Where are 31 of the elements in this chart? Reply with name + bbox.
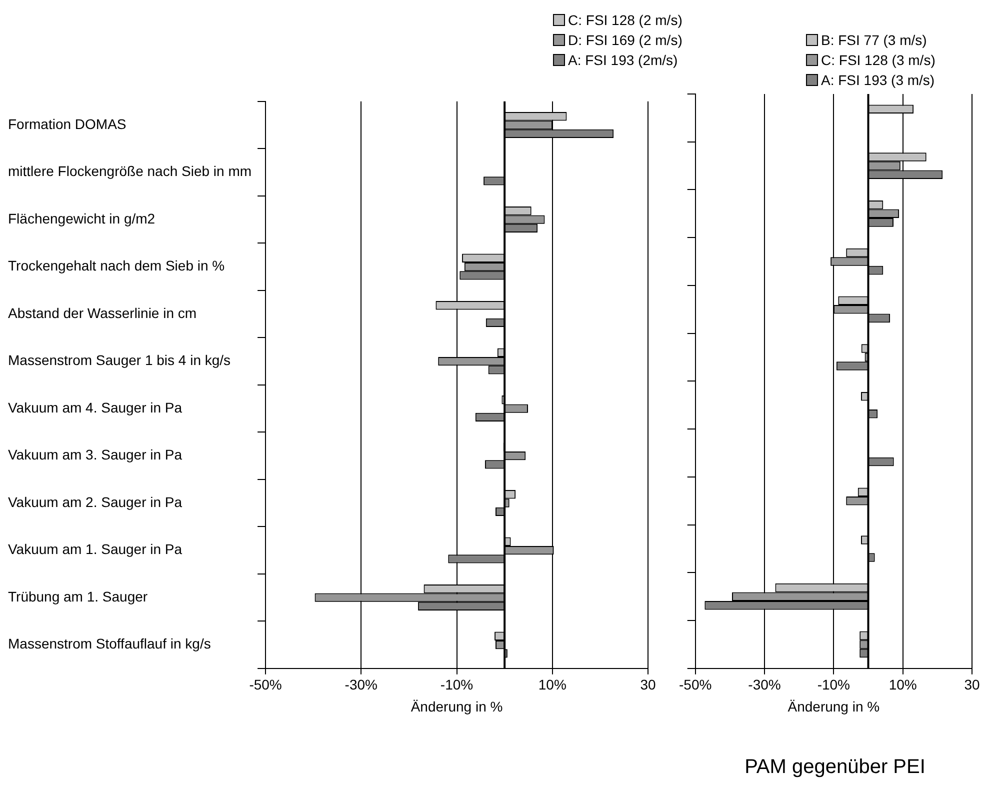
y-tick-label: Vakuum am 4. Sauger in Pa: [8, 399, 182, 416]
x-tick-label: -10%: [440, 676, 474, 693]
legend-label: B: FSI 77 (3 m/s): [821, 31, 927, 50]
x-tick-label: 10%: [538, 676, 566, 693]
text: PAM gegenüber PEI: [744, 756, 926, 779]
legend-label: A: FSI 193 (2m/s): [568, 51, 678, 70]
y-tick-label: Vakuum am 2. Sauger in Pa: [8, 494, 182, 510]
y-tick-label: Massenstrom Stoffauflauf in kg/s: [8, 636, 211, 652]
y-tick-label: Trübung am 1. Sauger: [8, 588, 148, 604]
x-tick-label: -10%: [817, 676, 850, 693]
x-tick-label: 30: [640, 676, 656, 693]
y-tick-label: Trockengehalt nach dem Sieb in %: [8, 258, 225, 274]
x-tick-label: -50%: [679, 676, 712, 693]
y-tick-label: Flächengewicht in g/m2: [8, 210, 156, 226]
x-axis-title: Änderung in %: [410, 698, 503, 714]
y-tick-label: Massenstrom Sauger 1 bis 4 in kg/s: [8, 352, 231, 368]
y-tick-label: Formation DOMAS: [8, 116, 126, 132]
x-tick-label: -50%: [249, 676, 282, 693]
legend-label: C: FSI 128 (2 m/s): [568, 11, 682, 30]
y-tick-label: Vakuum am 1. Sauger in Pa: [8, 541, 182, 558]
x-axis-title: Änderung in %: [788, 698, 880, 714]
y-tick-label: mittlere Flockengröße nach Sieb in mm: [8, 163, 252, 180]
y-tick-label: Vakuum am 3. Sauger in Pa: [8, 446, 182, 463]
x-tick-label: -30%: [344, 676, 378, 693]
x-tick-label: -30%: [748, 676, 781, 693]
legend-label: D: FSI 169 (2 m/s): [568, 31, 682, 50]
y-tick-label: Abstand der Wasserlinie in cm: [8, 304, 197, 321]
legend-label: C: FSI 128 (3 m/s): [821, 51, 936, 70]
x-tick-label: 10%: [888, 676, 917, 693]
legend-label: A: FSI 193 (3 m/s): [821, 71, 935, 90]
x-tick-label: 30: [964, 676, 980, 693]
